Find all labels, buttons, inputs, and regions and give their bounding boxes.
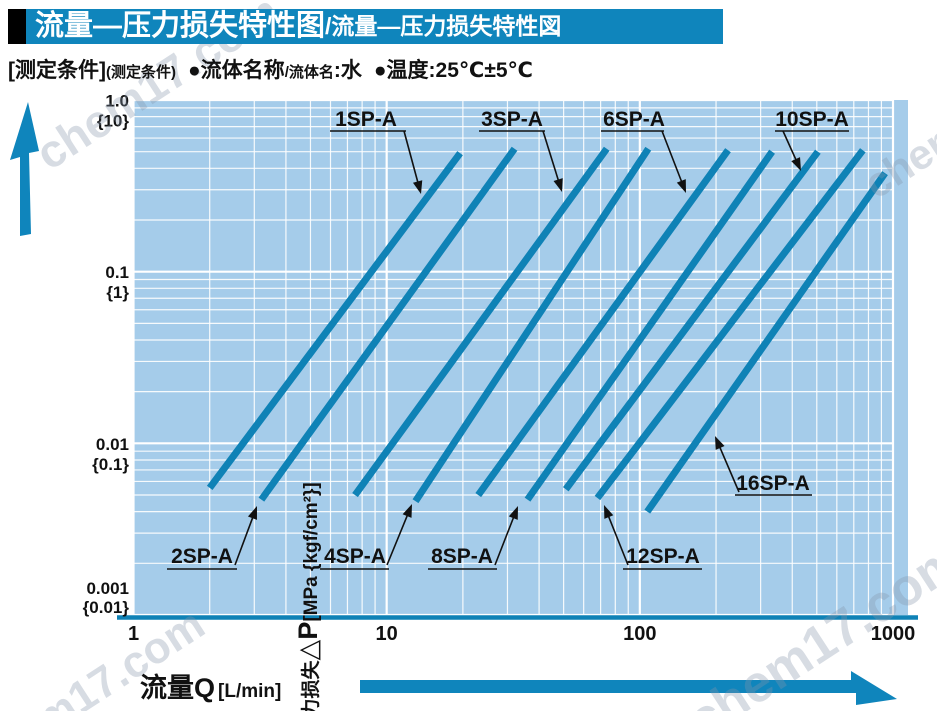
series-line-6SP-A — [475, 148, 731, 498]
series-label-arrow-line — [234, 516, 254, 566]
series-label-1SP-A: 1SP-A — [335, 108, 397, 131]
series-label-4SP-A: 4SP-A — [324, 545, 386, 568]
series-label-8SP-A: 8SP-A — [431, 545, 493, 568]
fluid-name-label-translation: /流体名 — [284, 64, 334, 81]
series-label-arrow-line — [542, 130, 560, 182]
plot-area — [133, 100, 908, 615]
series-label-6SP-A: 6SP-A — [603, 108, 665, 131]
series-label-arrow-line — [607, 514, 629, 566]
y-tick-label-mpa: 0.1 — [105, 263, 129, 282]
series-label-2SP-A: 2SP-A — [171, 545, 233, 568]
series-label-arrow-line — [782, 130, 798, 162]
series-label-10SP-A: 10SP-A — [775, 108, 849, 131]
conditions-label: [测定条件] — [8, 59, 106, 82]
y-tick-label-kgf: {0.01} — [83, 598, 130, 617]
series-line-16SP-A — [644, 171, 888, 514]
series-label-arrowhead-icon — [676, 179, 686, 193]
y-axis-title-translation: /压力损失 — [301, 660, 322, 711]
y-tick-label-kgf: {1} — [106, 283, 129, 302]
title-bar: 流量—压力损失特性图 /流量—压力损失特性図 — [8, 9, 723, 44]
series-label-arrow-line — [718, 445, 740, 493]
series-label-arrow-line — [494, 515, 515, 566]
series-label-arrowhead-icon — [508, 506, 518, 520]
series-label-arrow-line — [386, 513, 409, 566]
series-line-4SP-A — [412, 146, 652, 504]
series-line-2SP-A — [258, 146, 518, 502]
series-line-1SP-A — [206, 151, 463, 491]
title-accent-block — [8, 9, 26, 44]
x-tick-label: 1 — [128, 623, 139, 645]
series-line-8SP-A — [524, 149, 775, 502]
page-title: 流量—压力损失特性图 — [35, 10, 326, 42]
series-label-arrowhead-icon — [247, 506, 257, 520]
x-tick-label: 100 — [623, 623, 656, 645]
x-axis-title-unit: [L/min] — [218, 681, 282, 702]
fluid-name-label: ●流体名称 — [188, 59, 285, 82]
title-bar-background: 流量—压力损失特性图 /流量—压力损失特性図 — [26, 9, 723, 44]
y-tick-label-mpa: 0.01 — [96, 435, 129, 454]
page-title-translation: /流量—压力损失特性図 — [325, 13, 562, 39]
x-axis-title-main: 流量 — [140, 673, 194, 703]
series-line-3SP-A — [352, 146, 610, 498]
series-label-arrow-line — [403, 130, 419, 184]
y-tick-label-kgf: {0.1} — [92, 455, 129, 474]
series-label-16SP-A: 16SP-A — [736, 472, 810, 495]
measurement-conditions: [测定条件] (测定条件) ●流体名称 /流体名 :水 ●温度:25℃±5℃ — [8, 54, 533, 84]
series-line-10SP-A — [562, 149, 821, 492]
series-line-12SP-A — [594, 148, 866, 501]
y-axis-up-arrow-icon — [10, 102, 39, 236]
x-axis-right-arrow-icon — [360, 671, 897, 705]
series-label-arrowhead-icon — [402, 504, 412, 518]
x-axis-title-symbol: Q — [194, 673, 216, 703]
series-label-arrowhead-icon — [553, 178, 563, 192]
y-tick-label-kgf: {10} — [97, 112, 130, 131]
x-axis-title: 流量 Q [L/min] — [140, 666, 281, 705]
series-label-arrow-line — [661, 130, 683, 184]
y-axis-title-symbol: △P — [293, 621, 323, 661]
conditions-label-translation: (测定条件) — [106, 64, 176, 81]
series-label-arrowhead-icon — [412, 180, 423, 194]
y-tick-label-mpa: 0.001 — [86, 579, 129, 598]
series-label-12SP-A: 12SP-A — [626, 545, 700, 568]
y-tick-label-mpa: 1.0 — [105, 92, 129, 111]
y-axis-title: 压力损失 /压力损失 △P [MPa {kgf/cm²}] — [282, 412, 326, 711]
series-label-arrowhead-icon — [791, 157, 801, 171]
y-axis-title-unit: [MPa {kgf/cm²}] — [301, 482, 322, 622]
fluid-name-value: :水 — [333, 59, 362, 82]
series-label-arrowhead-icon — [604, 505, 614, 519]
x-tick-label: 1000 — [871, 623, 916, 645]
x-tick-label: 10 — [376, 623, 398, 645]
temperature-condition: ●温度:25℃±5℃ — [373, 59, 533, 82]
series-label-3SP-A: 3SP-A — [481, 108, 543, 131]
series-label-arrowhead-icon — [715, 436, 725, 450]
